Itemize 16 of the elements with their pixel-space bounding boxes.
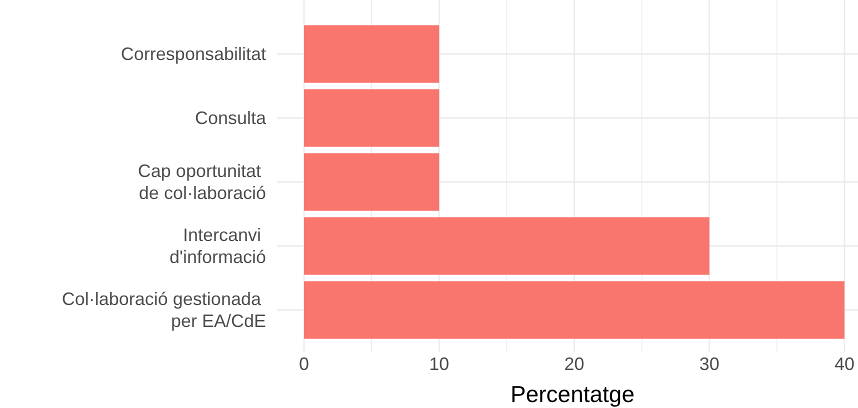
y-tick-label: Cap oportunitat de col·laboració xyxy=(138,161,266,203)
bar xyxy=(304,153,440,211)
x-tick-label: 40 xyxy=(834,354,855,374)
bar xyxy=(304,217,710,275)
x-tick-label: 10 xyxy=(429,354,450,374)
y-tick-label: Col·laboració gestionada per EA/CdE xyxy=(62,289,266,331)
bar xyxy=(304,281,844,339)
x-tick-label: 0 xyxy=(299,354,310,374)
y-tick-label: Intercanvi d'informació xyxy=(170,225,266,267)
bar xyxy=(304,25,440,83)
x-axis-title: Percentatge xyxy=(510,381,635,407)
y-tick-label: Consulta xyxy=(194,108,267,128)
x-tick-label: 20 xyxy=(564,354,584,374)
bar xyxy=(304,89,440,147)
y-tick-label: Corresponsabilitat xyxy=(120,44,266,64)
x-tick-label: 30 xyxy=(699,354,720,374)
